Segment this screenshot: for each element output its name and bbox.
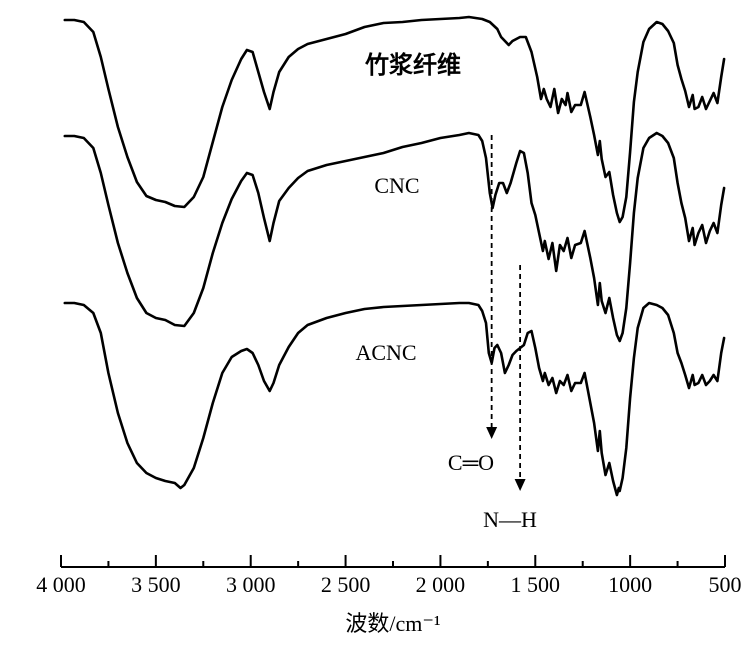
x-tick-label: 2 000 xyxy=(416,572,466,597)
spectrum-line-2 xyxy=(63,131,726,343)
x-tick-label: 4 000 xyxy=(36,572,86,597)
annotation-layer xyxy=(486,135,526,491)
x-tick-label: 2 500 xyxy=(321,572,371,597)
series-label-bamboo-pulp-fiber: 竹浆纤维 xyxy=(364,51,461,79)
spectrum-line-1 xyxy=(63,15,726,224)
x-axis-title: 波数/cm⁻¹ xyxy=(345,611,440,636)
x-tick-label: 1000 xyxy=(608,572,652,597)
x-tick-label: 3 500 xyxy=(131,572,181,597)
spectrum-line-3 xyxy=(63,301,726,497)
annotation-c-o: C═O xyxy=(448,450,494,475)
annotation-arrowhead-2 xyxy=(514,479,526,491)
x-tick-label: 500 xyxy=(709,572,742,597)
series-label-cnc: CNC xyxy=(374,173,419,198)
annotation-arrowhead-1 xyxy=(486,427,498,439)
spectra-layer xyxy=(63,15,726,497)
annotation-n-h: N—H xyxy=(483,507,537,532)
series-label-acnc: ACNC xyxy=(355,340,416,365)
x-tick-label: 3 000 xyxy=(226,572,276,597)
x-axis: 4 000 3 500 3 000 2 500 2 000 1 500 1000 500 xyxy=(36,555,742,597)
x-tick-label: 1 500 xyxy=(511,572,561,597)
